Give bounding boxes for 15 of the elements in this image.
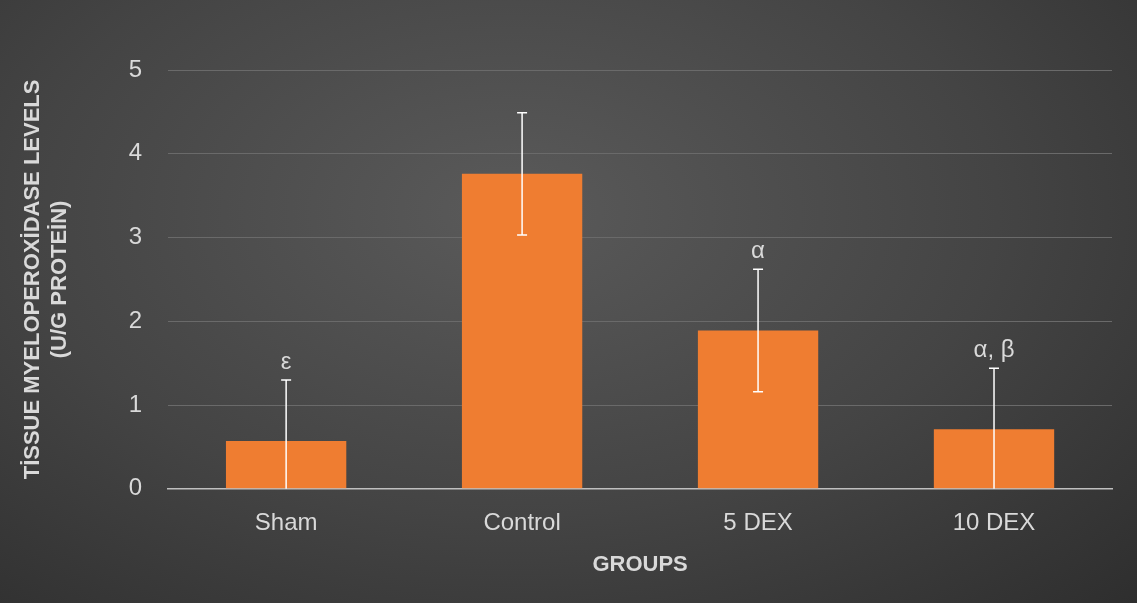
y-tick-label: 5: [128, 54, 143, 82]
y-tick-label: 1: [128, 389, 143, 417]
data-label: ε: [280, 346, 292, 374]
y-tick-label: 2: [128, 305, 143, 333]
y-tick-label: 3: [128, 222, 143, 250]
y-tick-label: 0: [128, 473, 143, 501]
x-axis-title: GROUPS: [592, 550, 688, 576]
x-tick-label: Sham: [254, 507, 318, 535]
x-tick-label: 10 DEX: [952, 507, 1036, 535]
data-label: α: [751, 235, 766, 263]
x-tick-label: Control: [483, 507, 561, 535]
x-tick-label: 5 DEX: [723, 507, 793, 535]
y-tick-label: 4: [128, 138, 143, 166]
y-axis-title: TİSSUE MYELOPEROXİDASE LEVELS (U/G PROTEİN): [19, 79, 71, 480]
data-label: α, β: [973, 334, 1015, 362]
